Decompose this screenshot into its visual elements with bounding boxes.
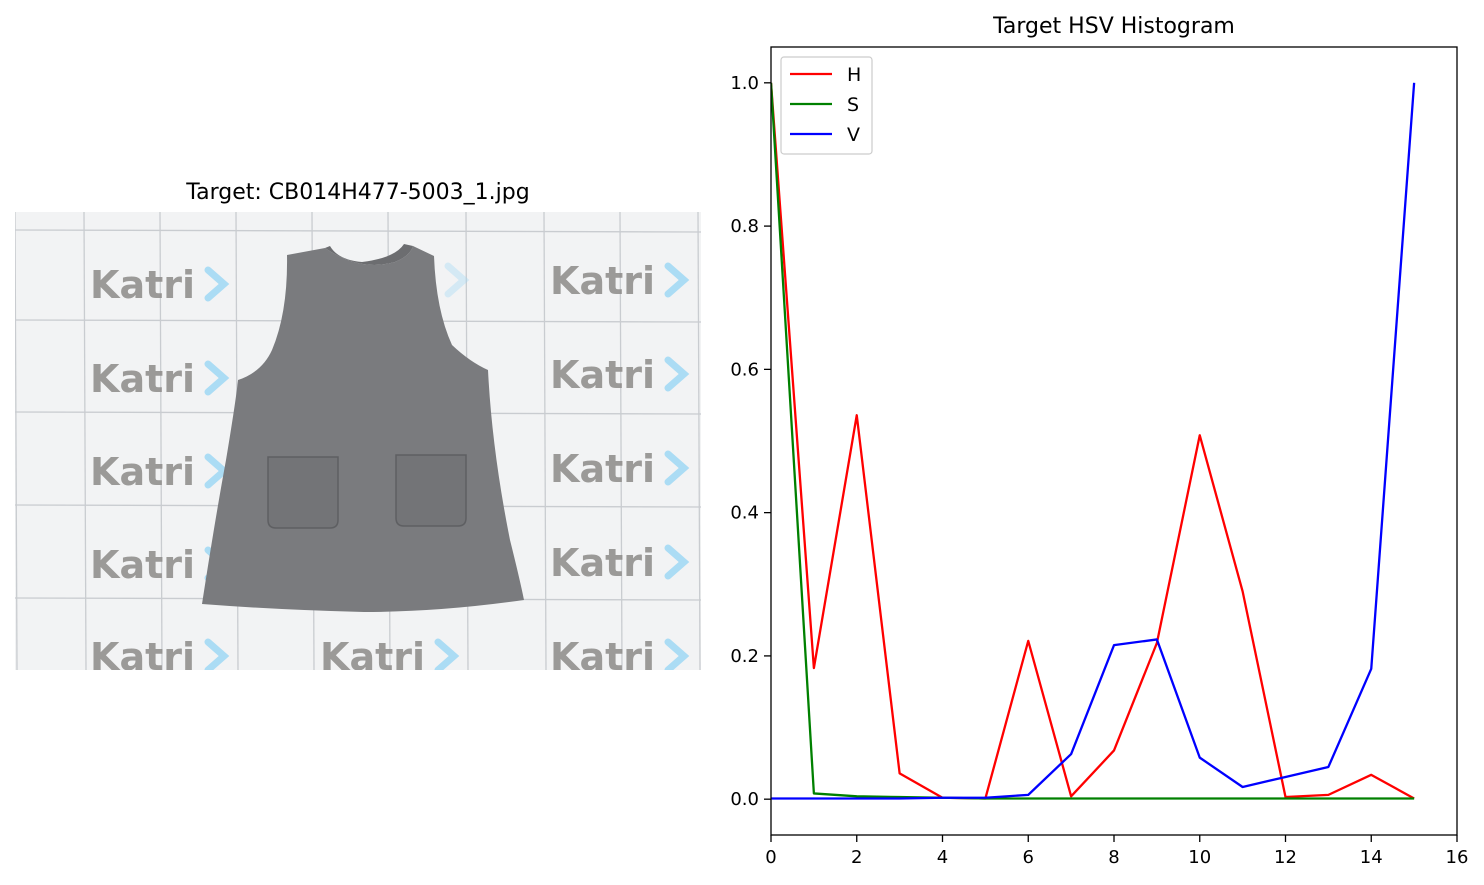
y-tick-label: 0.4 <box>730 503 759 524</box>
watermark-text: Katri <box>550 353 655 397</box>
watermark-text: Katri <box>90 263 195 307</box>
x-tick-label: 6 <box>1023 847 1034 868</box>
watermark-logo: Katri <box>90 263 230 307</box>
plot-frame <box>770 46 1458 836</box>
y-axis: 0.0 0.2 0.4 0.6 0.8 1.0 <box>730 73 771 810</box>
watermark-logo: Katri <box>90 635 230 679</box>
watermark-text: Katri <box>90 357 195 401</box>
watermark-text: Katri <box>550 447 655 491</box>
series-line-s <box>771 82 1415 800</box>
x-tick-label: 12 <box>1274 847 1297 868</box>
x-tick-label: 0 <box>765 847 776 868</box>
watermark-text: Katri <box>90 635 195 679</box>
y-tick-label: 1.0 <box>730 73 759 94</box>
watermark-logo: Katri <box>550 447 690 491</box>
chevron-icon <box>204 453 230 489</box>
series-layer <box>771 82 1416 800</box>
chevron-icon <box>444 262 470 298</box>
photo-grid-line <box>697 212 701 670</box>
watermark-text: Katri <box>550 541 655 585</box>
watermark-text: Katri <box>90 450 195 494</box>
photo-grid-line <box>619 212 623 670</box>
chart-title: Target HSV Histogram <box>992 14 1235 39</box>
photo-grid-line <box>83 212 87 670</box>
series-line-h <box>771 82 1415 800</box>
watermark-text: Katri <box>550 259 655 303</box>
watermark-logo: Katri <box>550 635 690 679</box>
photo-grid-line <box>543 212 547 670</box>
photo-grid-line <box>15 212 18 670</box>
chevron-icon <box>204 266 230 302</box>
watermark-logo: Katri <box>550 259 690 303</box>
x-tick-label: 16 <box>1446 847 1469 868</box>
y-tick-label: 0.2 <box>730 646 759 667</box>
y-tick-label: 0.0 <box>730 789 759 810</box>
series-line-v <box>771 82 1416 800</box>
watermark-text: Katri <box>320 635 425 679</box>
plot-area: 0 2 4 6 8 10 12 14 16 0.0 0.2 0.4 0.6 0.8 1.0 HSV <box>730 46 1468 868</box>
x-tick-label: 8 <box>1108 847 1119 868</box>
chevron-icon <box>664 638 690 670</box>
chevron-icon <box>204 360 230 396</box>
watermark-logo: Katri <box>90 450 230 494</box>
product-photo: Katri Katri Katri Katri Katri Katri Katri Katri… <box>15 212 701 679</box>
legend-label-s: S <box>847 94 859 116</box>
watermark-logo: Katri <box>550 353 690 397</box>
chevron-icon <box>664 356 690 392</box>
watermark-logo: Katri <box>90 357 230 401</box>
watermark-logo: Katri <box>320 635 460 679</box>
image-title: Target: CB014H477-5003_1.jpg <box>185 180 529 205</box>
y-tick-label: 0.8 <box>730 216 759 237</box>
watermark-text: Katri <box>550 635 655 679</box>
legend-label-v: V <box>847 124 860 146</box>
x-tick-label: 14 <box>1360 847 1383 868</box>
y-tick-label: 0.6 <box>730 359 759 380</box>
photo-grid-line <box>15 229 701 233</box>
photo-grid-line <box>159 212 163 670</box>
chevron-icon <box>664 262 690 298</box>
x-tick-label: 10 <box>1188 847 1211 868</box>
chevron-icon <box>204 638 230 670</box>
legend: HSV <box>780 56 873 155</box>
chevron-icon <box>434 638 460 670</box>
watermark-text: Katri <box>90 543 195 587</box>
legend-box <box>780 56 873 155</box>
x-axis: 0 2 4 6 8 10 12 14 16 <box>765 835 1468 868</box>
legend-label-h: H <box>847 64 861 86</box>
chevron-icon <box>664 450 690 486</box>
watermark-logo: Katri <box>550 541 690 585</box>
watermark-layer: Katri Katri Katri Katri Katri Katri Katri Katri… <box>90 259 690 679</box>
chevron-icon <box>664 544 690 580</box>
x-tick-label: 4 <box>937 847 948 868</box>
dress <box>202 244 524 612</box>
x-tick-label: 2 <box>851 847 862 868</box>
